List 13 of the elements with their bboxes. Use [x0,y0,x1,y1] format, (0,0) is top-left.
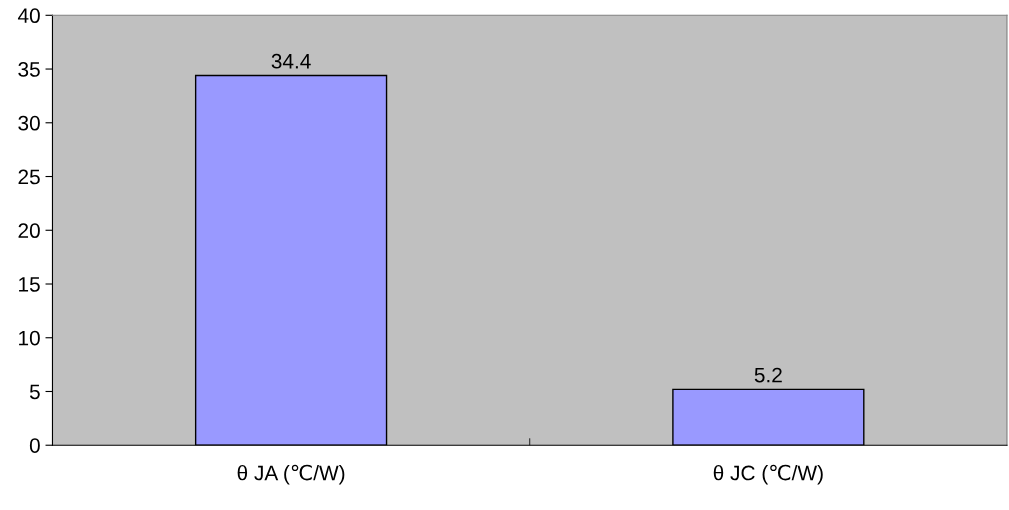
y-tick-label: 0 [29,438,40,453]
y-tick-label: 35 [18,62,40,77]
y-tick-label: 10 [19,330,40,346]
x-tick-label: θ JC (℃/W) [713,464,823,485]
y-tick-label: 25 [18,169,40,185]
data-label: 34.4 [271,53,311,69]
x-tick-label: θ JA (℃/W) [237,464,345,485]
y-tick-label: 5 [29,384,40,400]
y-tick-label: 40 [17,8,40,24]
data-label: 5.2 [754,367,782,383]
y-tick-label: 20 [18,223,40,239]
y-tick-label: 15 [19,277,40,292]
y-tick-label: 30 [18,115,40,131]
